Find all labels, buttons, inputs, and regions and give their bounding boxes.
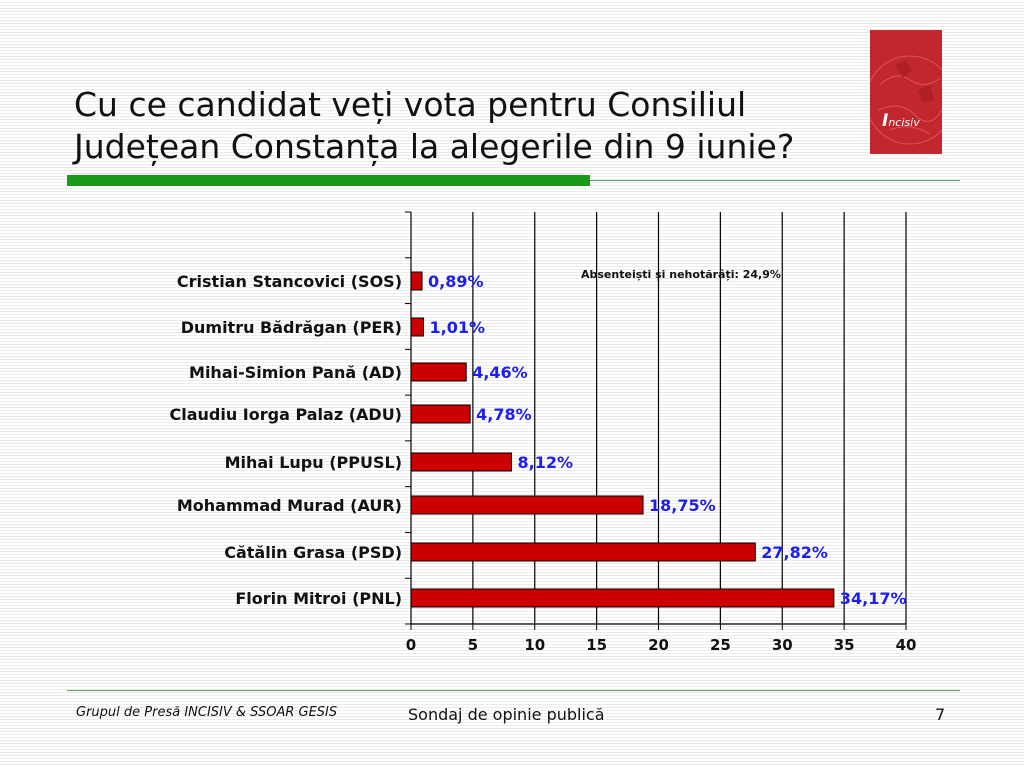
category-label: Mihai Lupu (PPUSL) bbox=[225, 453, 402, 472]
footer-survey-label: Sondaj de opinie publică bbox=[408, 705, 605, 724]
value-labels: 0,89% 1,01% 4,46% 4,78% 8,12% 18,75% 27,82% 34,… bbox=[428, 272, 906, 608]
value-label: 1,01% bbox=[429, 318, 485, 337]
footer-source: Grupul de Presă INCISIV & SSOAR GESIS bbox=[76, 705, 338, 720]
category-labels: Cristian Stancovici (SOS) Dumitru Bădrăga… bbox=[169, 272, 402, 608]
x-tick-label: 30 bbox=[772, 636, 793, 654]
bar-4 bbox=[410, 452, 512, 472]
page-number: 7 bbox=[935, 705, 946, 724]
value-label: 4,46% bbox=[472, 363, 528, 382]
bar-1 bbox=[410, 317, 424, 337]
x-tick-label: 25 bbox=[710, 636, 731, 654]
x-tick-label: 0 bbox=[406, 636, 416, 654]
x-tick-label: 40 bbox=[896, 636, 917, 654]
globe-watermark-icon bbox=[870, 55, 942, 145]
value-label: 34,17% bbox=[840, 589, 907, 608]
logo-wordmark: Incisiv bbox=[882, 111, 920, 131]
bar-0 bbox=[410, 271, 423, 291]
value-label: 18,75% bbox=[649, 496, 716, 515]
title-accent-bar bbox=[67, 175, 590, 186]
category-label: Claudiu Iorga Palaz (ADU) bbox=[169, 405, 402, 424]
bar-3 bbox=[410, 404, 471, 424]
bar-5 bbox=[410, 495, 644, 515]
x-tick-labels: 0 5 10 15 20 25 30 35 40 bbox=[406, 636, 917, 654]
x-tick-label: 20 bbox=[648, 636, 669, 654]
value-label: 0,89% bbox=[428, 272, 484, 291]
bar-2 bbox=[410, 362, 467, 382]
title-line-1: Cu ce candidat veți vota pentru Consiliu… bbox=[74, 85, 747, 124]
x-tick-label: 10 bbox=[524, 636, 545, 654]
category-label: Florin Mitroi (PNL) bbox=[235, 589, 402, 608]
category-label: Mihai-Simion Pană (AD) bbox=[189, 363, 402, 382]
slide-title: Cu ce candidat veți vota pentru Consiliu… bbox=[74, 84, 874, 168]
category-label: Dumitru Bădrăgan (PER) bbox=[181, 318, 402, 337]
incisiv-logo: Incisiv bbox=[870, 30, 942, 154]
value-label: 27,82% bbox=[761, 543, 828, 562]
value-label: 4,78% bbox=[476, 405, 532, 424]
value-label: 8,12% bbox=[517, 453, 573, 472]
category-label: Mohammad Murad (AUR) bbox=[177, 496, 402, 515]
bar-6 bbox=[410, 542, 756, 562]
category-label: Cătălin Grasa (PSD) bbox=[224, 543, 402, 562]
chart-gridlines bbox=[472, 212, 907, 624]
x-tick-label: 35 bbox=[834, 636, 855, 654]
x-tick-label: 5 bbox=[468, 636, 478, 654]
chart-annotation: Absenteiști și nehotărâți: 24,9% bbox=[581, 268, 781, 281]
footer-divider-line bbox=[67, 690, 960, 691]
chart-bars bbox=[410, 271, 835, 608]
title-line-2: Județean Constanța la alegerile din 9 iu… bbox=[74, 127, 795, 166]
bar-7 bbox=[410, 588, 835, 608]
category-label: Cristian Stancovici (SOS) bbox=[177, 272, 402, 291]
x-tick-label: 15 bbox=[586, 636, 607, 654]
